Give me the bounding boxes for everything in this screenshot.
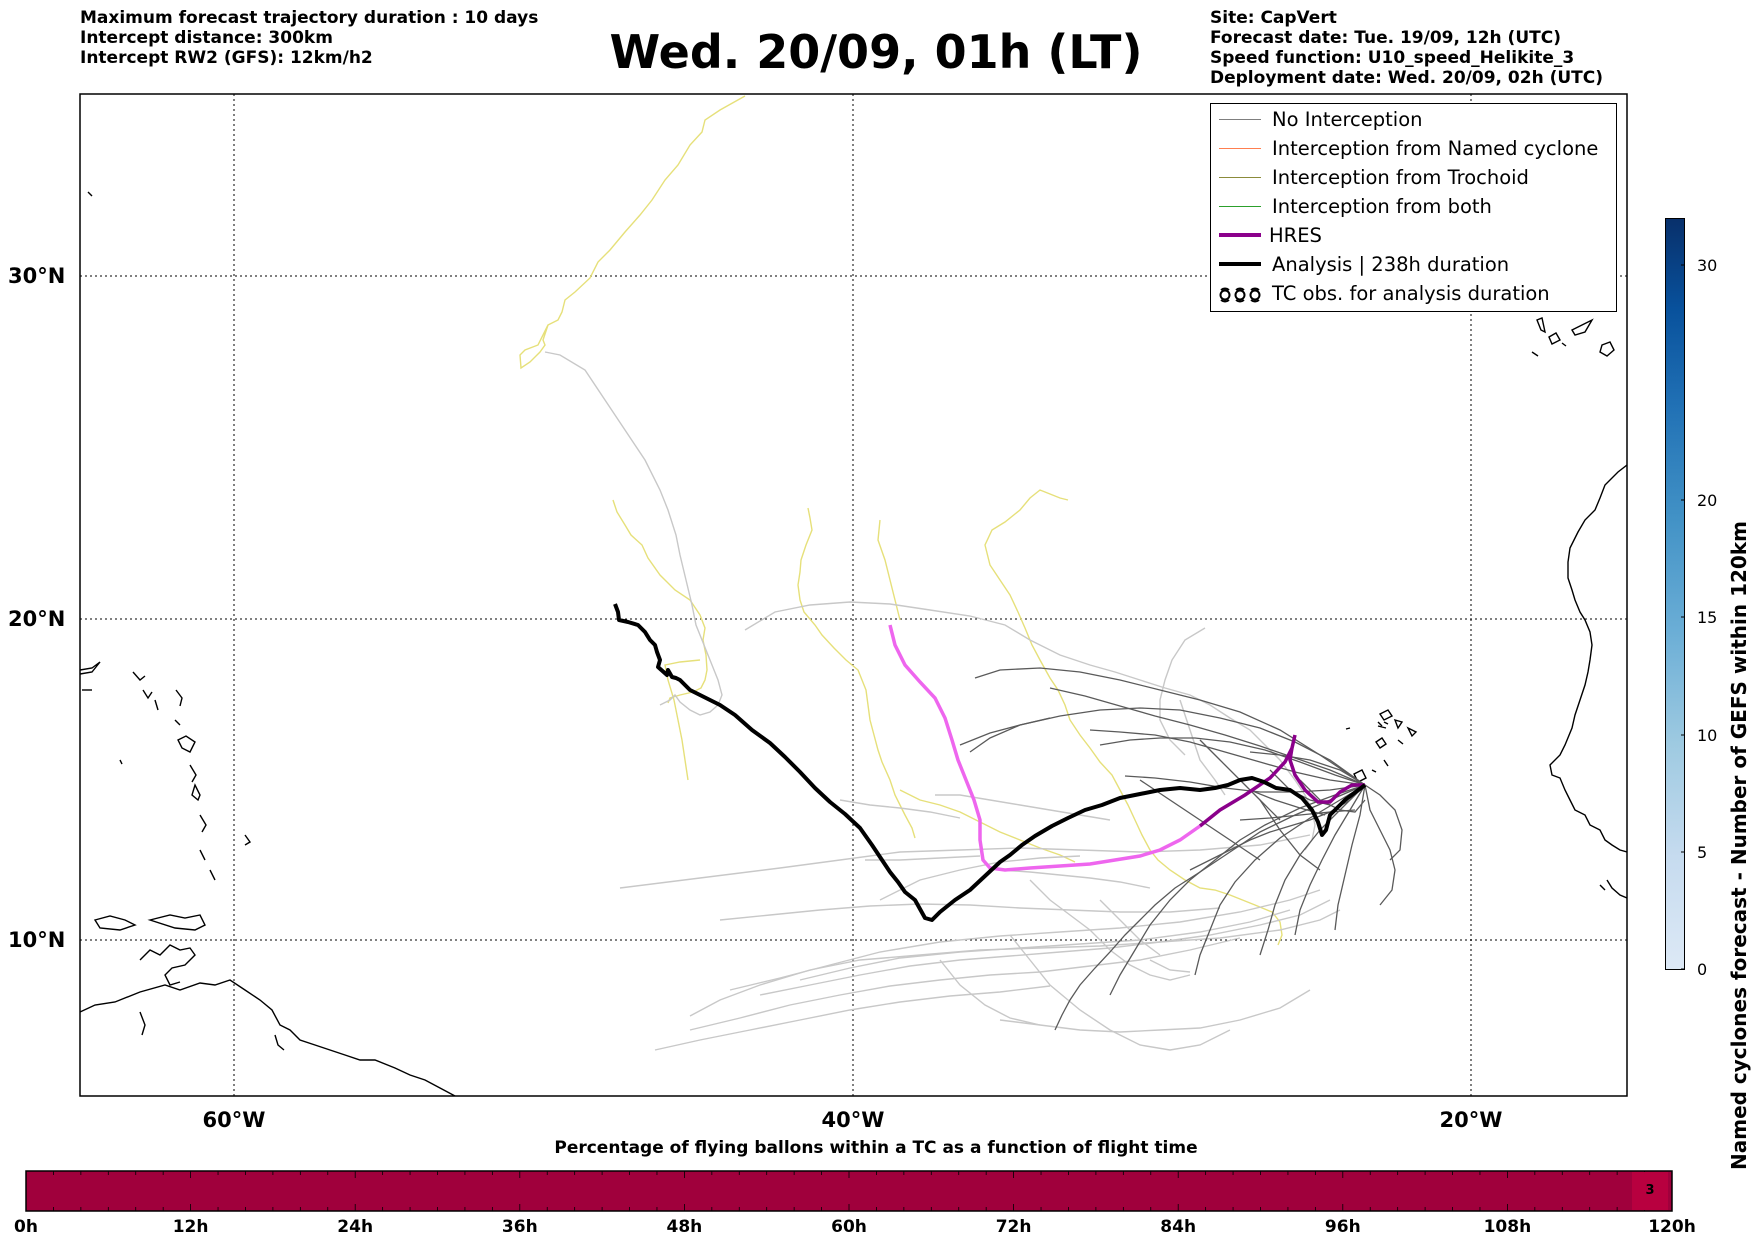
- site-text: Site: CapVert: [1210, 8, 1337, 28]
- lat-label-20n: 20°N: [8, 607, 66, 631]
- max-duration-text: Maximum forecast trajectory duration : 1…: [80, 8, 539, 28]
- map-legend: No Interception Interception from Named …: [1210, 103, 1617, 312]
- lon-label-60w: 60°W: [202, 1108, 266, 1132]
- legend-item-tc-obs: TC obs. for analysis duration: [1211, 282, 1616, 306]
- flight-bar-last-value: 3: [1632, 1172, 1668, 1210]
- flight-bar-hour-label: 96h: [1324, 1217, 1361, 1237]
- legend-swatch-named-cyclone: [1219, 148, 1261, 149]
- legend-label: Interception from both: [1272, 195, 1492, 218]
- deployment-date-text: Deployment date: Wed. 20/09, 02h (UTC): [1210, 68, 1604, 88]
- run-info-left: Maximum forecast trajectory duration : 1…: [80, 8, 538, 68]
- flight-bar-hour-label: 0h: [14, 1217, 38, 1237]
- legend-swatch-analysis: [1219, 262, 1261, 266]
- gefs-tracks-light: [544, 351, 1341, 1051]
- flight-bar-hour-label: 120h: [1648, 1217, 1696, 1237]
- flight-bar-hour-label: 84h: [1160, 1217, 1197, 1237]
- coastlines: [80, 191, 1627, 1096]
- lon-label-20w: 20°W: [1439, 1108, 1503, 1132]
- intercept-distance-text: Intercept distance: 300km: [80, 28, 333, 48]
- legend-label: HRES: [1269, 224, 1322, 247]
- colorbar-tick-20: 20: [1697, 491, 1718, 510]
- legend-item-trochoid: Interception from Trochoid: [1211, 166, 1616, 190]
- legend-label: No Interception: [1272, 108, 1423, 131]
- legend-label: Interception from Named cyclone: [1272, 137, 1599, 160]
- legend-item-no-interception: No Interception: [1211, 108, 1616, 132]
- colorbar-tick-30: 30: [1697, 256, 1718, 275]
- flight-bar-hour-label: 72h: [995, 1217, 1032, 1237]
- legend-item-both: Interception from both: [1211, 195, 1616, 219]
- legend-label: Interception from Trochoid: [1272, 166, 1529, 189]
- legend-swatch-hres: [1219, 233, 1261, 237]
- legend-swatch-both: [1219, 206, 1261, 207]
- analysis-track: [613, 603, 1367, 922]
- speed-function-text: Speed function: U10_speed_Helikite_3: [1210, 48, 1575, 68]
- cyclone-count-colorbar: [1665, 218, 1685, 970]
- legend-label: TC obs. for analysis duration: [1272, 282, 1550, 305]
- flight-bar-hour-label: 60h: [831, 1217, 867, 1237]
- run-info-right: Site: CapVert Forecast date: Tue. 19/09,…: [1210, 8, 1603, 88]
- hres-track: [1198, 734, 1365, 828]
- page-title: Wed. 20/09, 01h (LT): [609, 25, 1143, 79]
- legend-item-hres: HRES: [1211, 224, 1616, 248]
- lat-label-10n: 10°N: [8, 928, 66, 952]
- legend-label: Analysis | 238h duration: [1272, 253, 1510, 276]
- tc-symbol-icon: [1219, 287, 1261, 303]
- colorbar-tick-5: 5: [1697, 843, 1708, 862]
- colorbar-title: Named cyclones forecast - Number of GEFS…: [1727, 521, 1751, 1170]
- flight-bar-hour-label: 36h: [501, 1217, 538, 1237]
- hres-track-early: [888, 624, 1202, 872]
- intercept-rw2-text: Intercept RW2 (GFS): 12km/h2: [80, 48, 373, 68]
- flight-bar-hour-label: 48h: [666, 1217, 703, 1237]
- flight-time-bar: [25, 1170, 1673, 1212]
- lon-label-40w: 40°W: [821, 1108, 885, 1132]
- colorbar-tick-0: 0: [1697, 960, 1708, 979]
- colorbar-tick-15: 15: [1697, 608, 1718, 627]
- legend-swatch-no-interception: [1219, 119, 1261, 120]
- flight-bar-hour-label: 12h: [172, 1217, 209, 1237]
- legend-swatch-trochoid: [1219, 177, 1261, 178]
- legend-item-named-cyclone: Interception from Named cyclone: [1211, 137, 1616, 161]
- legend-item-analysis: Analysis | 238h duration: [1211, 253, 1616, 277]
- flight-bar-hour-label: 108h: [1483, 1217, 1532, 1237]
- colorbar-tick-10: 10: [1697, 726, 1718, 745]
- flight-bar-title: Percentage of flying ballons within a TC…: [554, 1138, 1198, 1158]
- lat-label-30n: 30°N: [8, 264, 66, 288]
- forecast-date-text: Forecast date: Tue. 19/09, 12h (UTC): [1210, 28, 1561, 48]
- flight-bar-hour-label: 24h: [337, 1217, 374, 1237]
